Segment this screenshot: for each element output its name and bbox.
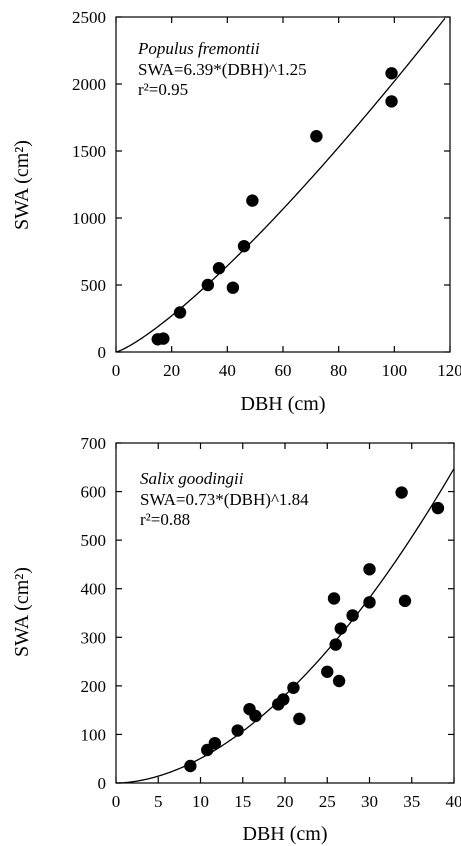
x-axis-title: DBH (cm): [241, 393, 326, 415]
data-point: [173, 306, 187, 319]
x-tick-label: 0: [112, 361, 121, 380]
x-tick-label: 20: [163, 361, 180, 380]
x-tick-label: 5: [154, 792, 163, 811]
data-point: [287, 681, 300, 694]
x-tick-labels: 0 5 10 15 20 25 30 35 40: [112, 792, 461, 811]
data-point: [363, 596, 376, 609]
x-tick-label: 100: [382, 361, 408, 380]
y-tick-labels: 0 100 200 300 400 500 600 700: [81, 434, 107, 793]
x-axis-title: DBH (cm): [243, 823, 328, 845]
axis-ticks: [115, 442, 455, 784]
data-point: [201, 278, 215, 292]
x-tick-label: 25: [319, 792, 336, 811]
x-tick-label: 10: [192, 792, 209, 811]
y-tick-label: 300: [81, 628, 107, 647]
data-point: [249, 709, 262, 723]
y-axis-title: SWA (cm²): [11, 567, 33, 657]
data-point: [385, 95, 398, 108]
data-point: [327, 592, 341, 605]
y-tick-label: 100: [81, 725, 107, 744]
y-tick-label: 1000: [72, 209, 106, 228]
x-tick-labels: 0 20 40 60 80 100 120: [112, 361, 461, 380]
axis-ticks: [115, 16, 451, 353]
data-point: [208, 736, 222, 750]
data-point: [293, 712, 306, 726]
data-points: [151, 67, 398, 346]
data-point: [346, 609, 359, 622]
data-point: [212, 262, 226, 275]
data-point: [237, 239, 251, 253]
x-tick-label: 30: [361, 792, 378, 811]
y-tick-label: 500: [81, 276, 107, 295]
data-point: [329, 638, 342, 651]
data-point: [395, 486, 408, 499]
data-point: [246, 194, 259, 207]
x-tick-label: 40: [219, 361, 236, 380]
y-axis-title: SWA (cm²): [11, 140, 33, 230]
data-point: [398, 594, 412, 608]
x-tick-label: 20: [277, 792, 294, 811]
data-point: [385, 67, 398, 80]
x-tick-label: 0: [112, 792, 121, 811]
x-tick-label: 60: [275, 361, 292, 380]
y-tick-label: 200: [81, 677, 107, 696]
y-tick-label: 2500: [72, 8, 106, 27]
species-label: Populus fremontii: [137, 39, 260, 58]
y-tick-label: 2000: [72, 75, 106, 94]
y-tick-label: 500: [81, 531, 107, 550]
r2-label: r²=0.88: [140, 510, 190, 529]
r2-label: r²=0.95: [138, 80, 188, 99]
data-point: [431, 501, 445, 515]
data-point: [277, 693, 290, 706]
equation-label: SWA=0.73*(DBH)^1.84: [140, 490, 309, 509]
data-point: [332, 674, 346, 688]
data-point: [184, 759, 197, 773]
data-point: [226, 281, 240, 294]
data-point: [334, 622, 347, 635]
x-tick-label: 120: [437, 361, 461, 380]
y-tick-label: 0: [98, 343, 107, 362]
chart-populus: 0 20 40 60 80 100 120 0 500 1000 1500 2000 2500 Pop…: [11, 8, 461, 415]
x-tick-label: 35: [403, 792, 420, 811]
data-points: [184, 486, 445, 773]
y-tick-labels: 0 500 1000 1500 2000 2500: [72, 8, 106, 362]
chart-salix: 0 5 10 15 20 25 30 35 40 0100200300400500600700 …: [11, 434, 461, 845]
data-point: [310, 130, 323, 143]
x-tick-label: 80: [330, 361, 347, 380]
y-tick-label: 0: [98, 774, 107, 793]
species-label: Salix goodingii: [140, 469, 244, 488]
y-tick-label: 1500: [72, 142, 106, 161]
data-point: [363, 563, 376, 576]
data-point: [157, 332, 170, 345]
x-tick-label: 40: [446, 792, 461, 811]
y-tick-label: 400: [81, 580, 107, 599]
equation-label: SWA=6.39*(DBH)^1.25: [138, 60, 307, 79]
data-point: [321, 665, 334, 678]
y-tick-label: 700: [81, 434, 107, 453]
fit-curve: [115, 17, 446, 353]
data-point: [231, 724, 244, 737]
x-tick-label: 15: [234, 792, 251, 811]
y-tick-label: 600: [81, 483, 107, 502]
